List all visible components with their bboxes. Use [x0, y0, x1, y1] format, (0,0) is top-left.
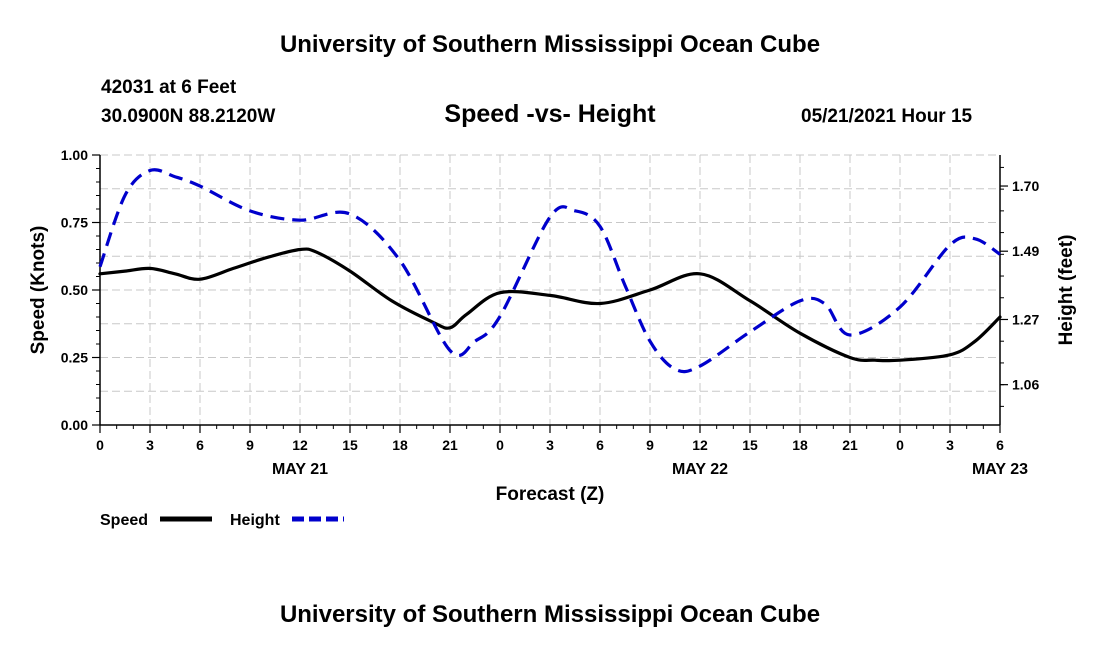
x-tick-label: 9 [646, 437, 654, 453]
y-tick-label-left: 0.00 [61, 417, 88, 433]
x-tick-label: 18 [392, 437, 408, 453]
date-label: MAY 22 [672, 461, 728, 478]
y-tick-label-right: 1.06 [1012, 377, 1039, 393]
x-tick-label: 12 [692, 437, 708, 453]
date-label: MAY 23 [972, 461, 1028, 478]
y-tick-label-right: 1.49 [1012, 243, 1039, 259]
chart-series [98, 168, 1002, 374]
x-tick-label: 15 [742, 437, 758, 453]
y-axis-label-left: Speed (Knots) [28, 226, 49, 355]
chart-title-bottom: University of Southern Mississippi Ocean… [279, 601, 821, 628]
date-label: MAY 21 [272, 461, 328, 478]
x-tick-label: 6 [596, 437, 604, 453]
x-tick-label: 21 [442, 437, 458, 453]
x-tick-label: 9 [246, 437, 254, 453]
y-tick-label-left: 0.75 [61, 215, 88, 231]
series-line-speed [98, 247, 1002, 363]
x-tick-label: 15 [342, 437, 358, 453]
y-tick-label-left: 1.00 [61, 147, 88, 163]
x-tick-label: 3 [146, 437, 154, 453]
chart-labels: 0 3 6 9 12 15 18 21 0 3 6 9 12 15 18 21 0 3 6 MAY 21 MAY 22 M… [28, 147, 1077, 529]
legend-label-height: Height [230, 512, 280, 529]
x-tick-label: 0 [96, 437, 104, 453]
grid-lines [99, 154, 1001, 426]
x-tick-label: 3 [946, 437, 954, 453]
x-tick-label: 6 [196, 437, 204, 453]
forecast-datetime: 05/21/2021 Hour 15 [801, 106, 973, 127]
chart-subtitle: Speed -vs- Height [444, 100, 656, 128]
x-tick-label: 3 [546, 437, 554, 453]
x-tick-label: 12 [292, 437, 308, 453]
chart-axes [92, 154, 1008, 433]
station-coordinates: 30.0900N 88.2120W [101, 106, 276, 127]
x-tick-label: 18 [792, 437, 808, 453]
legend-label-speed: Speed [100, 512, 148, 529]
station-label: 42031 at 6 Feet [101, 77, 237, 98]
x-tick-label: 6 [996, 437, 1004, 453]
y-tick-label-left: 0.50 [61, 282, 88, 298]
x-axis-label: Forecast (Z) [496, 484, 605, 505]
y-tick-label-right: 1.70 [1012, 178, 1039, 194]
series-line-height [98, 168, 1001, 374]
x-tick-label: 0 [496, 437, 504, 453]
chart-title-top: University of Southern Mississippi Ocean… [279, 31, 821, 58]
y-tick-label-right: 1.27 [1012, 311, 1039, 327]
x-tick-label: 0 [896, 437, 904, 453]
x-tick-label: 21 [842, 437, 858, 453]
y-axis-label-right: Height (feet) [1056, 235, 1077, 346]
y-tick-label-left: 0.25 [61, 350, 88, 366]
